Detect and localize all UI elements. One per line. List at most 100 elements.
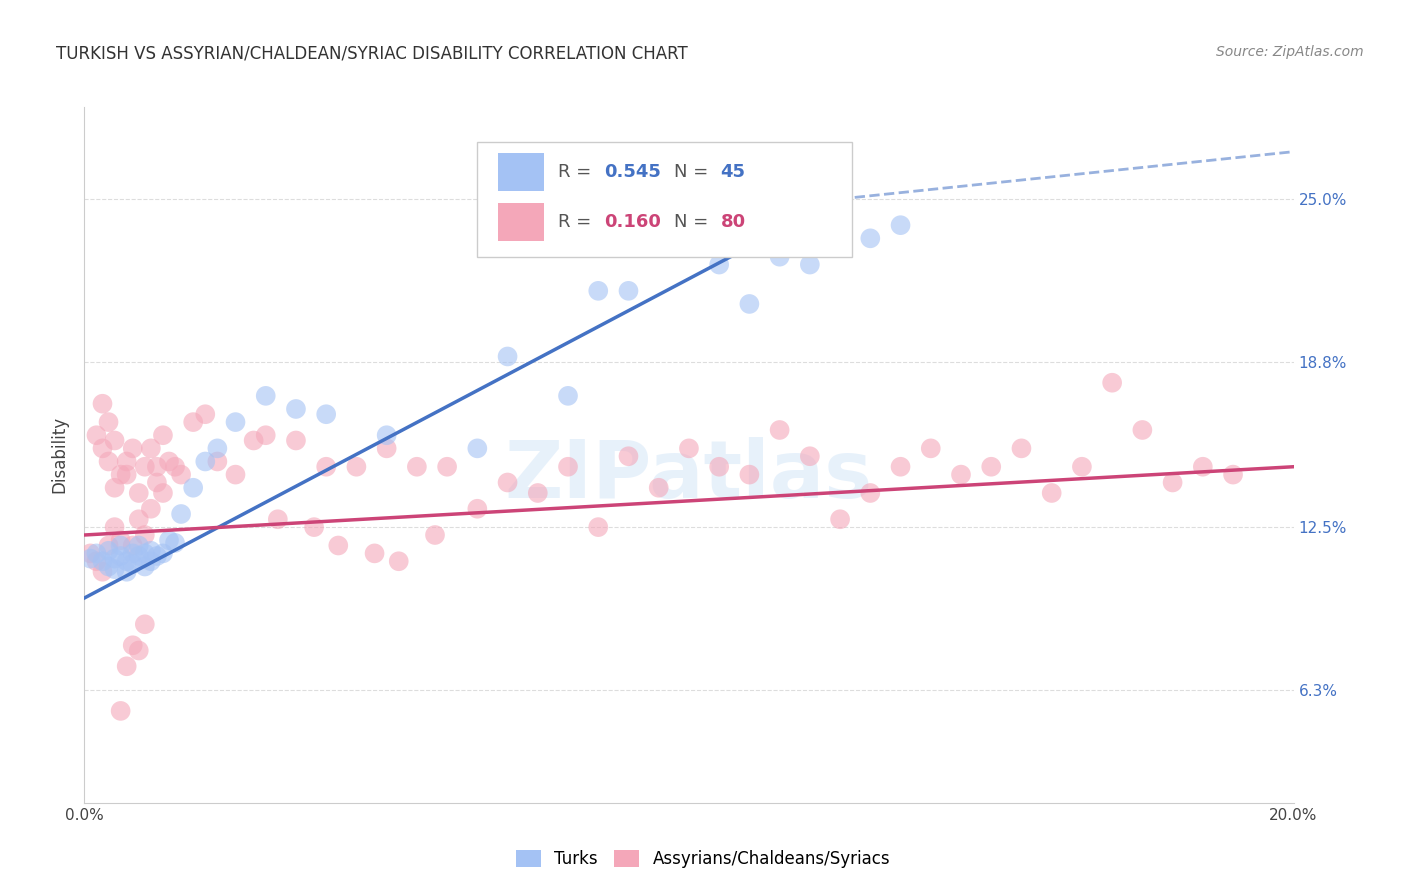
Point [1161, 475, 1184, 490]
Y-axis label: Disability: Disability [51, 417, 69, 493]
Point [738, 297, 761, 311]
Point [134, 459, 156, 474]
Point [1071, 459, 1094, 474]
Point [121, 539, 143, 553]
Text: ZIPatlas: ZIPatlas [505, 437, 873, 515]
Point [170, 467, 193, 482]
Point [110, 533, 132, 548]
Point [859, 231, 882, 245]
Point [170, 507, 193, 521]
Point [388, 554, 411, 568]
Point [146, 549, 169, 563]
Point [950, 467, 973, 482]
FancyBboxPatch shape [498, 202, 544, 241]
Point [709, 258, 731, 272]
Text: R =: R = [558, 213, 598, 231]
Point [799, 258, 821, 272]
Point [104, 520, 127, 534]
Point [110, 467, 132, 482]
Point [97, 454, 120, 468]
Point [157, 533, 180, 548]
Point [496, 350, 519, 364]
Point [423, 528, 446, 542]
Text: TURKISH VS ASSYRIAN/CHALDEAN/SYRIAC DISABILITY CORRELATION CHART: TURKISH VS ASSYRIAN/CHALDEAN/SYRIAC DISA… [56, 45, 688, 62]
Point [152, 546, 174, 560]
Point [115, 554, 138, 568]
Point [97, 539, 120, 553]
Point [121, 557, 143, 571]
Point [588, 520, 610, 534]
Point [346, 459, 368, 474]
Point [91, 554, 114, 568]
Point [709, 459, 731, 474]
Point [139, 501, 162, 516]
Point [115, 659, 138, 673]
Point [128, 512, 150, 526]
Point [890, 459, 912, 474]
Point [146, 475, 169, 490]
Point [467, 442, 489, 456]
Point [86, 546, 108, 560]
Point [678, 166, 700, 180]
Point [859, 486, 882, 500]
Point [139, 543, 162, 558]
Point [678, 442, 700, 456]
Point [121, 546, 143, 560]
Point [110, 549, 132, 563]
FancyBboxPatch shape [498, 153, 544, 191]
Point [242, 434, 264, 448]
Text: 80: 80 [720, 213, 745, 231]
Point [254, 428, 277, 442]
Point [648, 481, 671, 495]
Point [617, 449, 640, 463]
Point [152, 428, 174, 442]
Point [830, 512, 852, 526]
Point [738, 467, 761, 482]
Text: R =: R = [558, 162, 598, 181]
Point [134, 528, 156, 542]
Point [920, 442, 942, 456]
Point [115, 565, 138, 579]
Point [769, 250, 792, 264]
Point [181, 481, 204, 495]
Point [315, 459, 337, 474]
Point [165, 536, 187, 550]
Point [165, 459, 187, 474]
Point [91, 565, 114, 579]
Point [97, 559, 120, 574]
Point [1040, 486, 1063, 500]
Point [315, 407, 337, 421]
Point [128, 539, 150, 553]
Point [110, 704, 132, 718]
Point [134, 617, 156, 632]
Point [496, 475, 519, 490]
Text: 0.545: 0.545 [605, 162, 661, 181]
Point [406, 459, 429, 474]
Point [152, 486, 174, 500]
Point [648, 218, 671, 232]
Point [134, 559, 156, 574]
Point [267, 512, 290, 526]
Legend: Turks, Assyrians/Chaldeans/Syriacs: Turks, Assyrians/Chaldeans/Syriacs [509, 843, 897, 875]
Point [254, 389, 277, 403]
Point [157, 454, 180, 468]
Text: Source: ZipAtlas.com: Source: ZipAtlas.com [1216, 45, 1364, 59]
Point [225, 415, 247, 429]
Point [980, 459, 1002, 474]
Point [139, 442, 162, 456]
Point [207, 454, 229, 468]
Point [121, 442, 143, 456]
Point [890, 218, 912, 232]
Point [769, 423, 792, 437]
Point [128, 643, 150, 657]
Point [527, 486, 550, 500]
Point [285, 434, 308, 448]
Point [181, 415, 204, 429]
Point [557, 389, 579, 403]
Point [1130, 423, 1153, 437]
Point [194, 454, 217, 468]
Point [588, 284, 610, 298]
Point [134, 546, 156, 560]
Point [121, 638, 143, 652]
Point [97, 415, 120, 429]
